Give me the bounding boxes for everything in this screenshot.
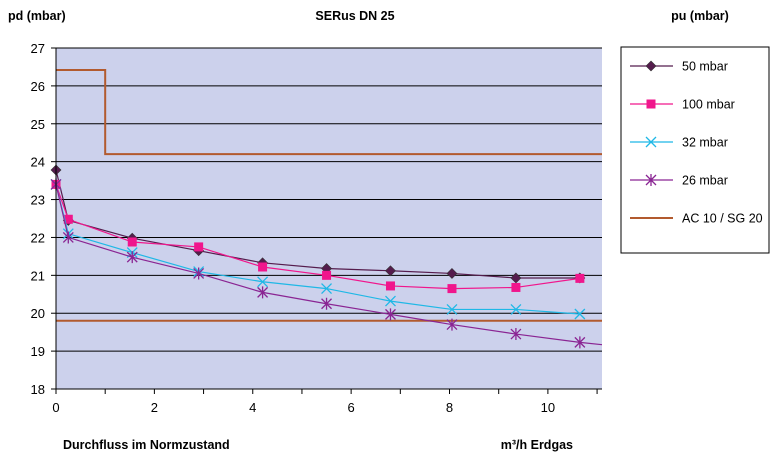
legend-item: 26 mbar — [630, 174, 728, 188]
data-point — [645, 136, 657, 148]
legend-item: 100 mbar — [630, 98, 735, 112]
y-tick-label: 27 — [31, 41, 45, 56]
data-point — [321, 297, 333, 310]
legend-item: 50 mbar — [630, 60, 728, 74]
series-layer — [50, 164, 603, 349]
x-axis-unit: m³/h Erdgas — [501, 438, 573, 452]
data-point — [510, 303, 522, 315]
x-tick-label: 2 — [151, 400, 158, 415]
data-point — [645, 174, 657, 186]
legend-label: AC 10 / SG 20 — [682, 212, 763, 226]
data-point — [62, 231, 74, 244]
y-tick-label: 19 — [31, 344, 45, 359]
legend-title: pu (mbar) — [671, 9, 729, 23]
reference-line — [56, 68, 602, 156]
data-point — [447, 284, 457, 294]
data-point — [446, 303, 458, 315]
reference-lines — [56, 68, 602, 322]
data-point — [446, 318, 458, 331]
y-tick-label: 24 — [31, 155, 45, 170]
legend-label: 50 mbar — [682, 60, 728, 74]
legend-label: 32 mbar — [682, 136, 728, 150]
y-tick-label: 20 — [31, 306, 45, 321]
data-point — [193, 267, 205, 280]
series-line — [55, 169, 580, 279]
y-tick-label: 26 — [31, 79, 45, 94]
legend-item: 32 mbar — [630, 136, 728, 150]
y-tick-label: 22 — [31, 230, 45, 245]
data-point — [574, 336, 586, 349]
x-tick-label: 8 — [446, 400, 453, 415]
data-point — [645, 60, 657, 72]
data-point — [63, 214, 73, 224]
data-point — [258, 262, 268, 272]
data-point — [385, 281, 395, 291]
y-tick-label: 25 — [31, 117, 45, 132]
data-point — [257, 276, 269, 288]
legend-label: 26 mbar — [682, 174, 728, 188]
x-tick-label: 10 — [541, 400, 555, 415]
data-point — [510, 328, 522, 341]
data-point — [127, 237, 137, 247]
x-axis-title: Durchfluss im Normzustand — [63, 438, 230, 452]
data-point — [511, 282, 521, 292]
y-tick-label: 18 — [31, 382, 45, 397]
data-point — [322, 270, 332, 280]
data-point — [257, 286, 269, 299]
legend-label: 100 mbar — [682, 98, 735, 112]
data-point — [194, 242, 204, 252]
y-axis-title: pd (mbar) — [8, 9, 66, 23]
data-point — [446, 268, 458, 279]
plot-area — [56, 48, 602, 389]
x-tick-label: 6 — [348, 400, 355, 415]
series-line — [55, 184, 580, 315]
data-point — [646, 99, 656, 109]
legend-item: AC 10 / SG 20 — [630, 212, 763, 226]
data-point — [575, 273, 585, 283]
series-line — [55, 184, 580, 290]
legend: 50 mbar 100 mbar 32 mbar 26 mbar AC 10 / SG … — [620, 46, 770, 254]
chart-title: SERus DN 25 — [315, 9, 394, 23]
data-point — [385, 295, 396, 307]
data-point — [126, 251, 138, 264]
legend-items: 50 mbar 100 mbar 32 mbar 26 mbar AC 10 / SG … — [630, 60, 763, 226]
data-point — [385, 265, 396, 277]
data-point — [574, 308, 586, 320]
x-tick-label: 0 — [52, 400, 59, 415]
x-tick-label: 4 — [249, 400, 256, 415]
y-tick-label: 21 — [31, 268, 45, 283]
y-tick-label: 23 — [31, 193, 45, 208]
data-point — [321, 283, 333, 295]
data-point — [385, 308, 396, 321]
